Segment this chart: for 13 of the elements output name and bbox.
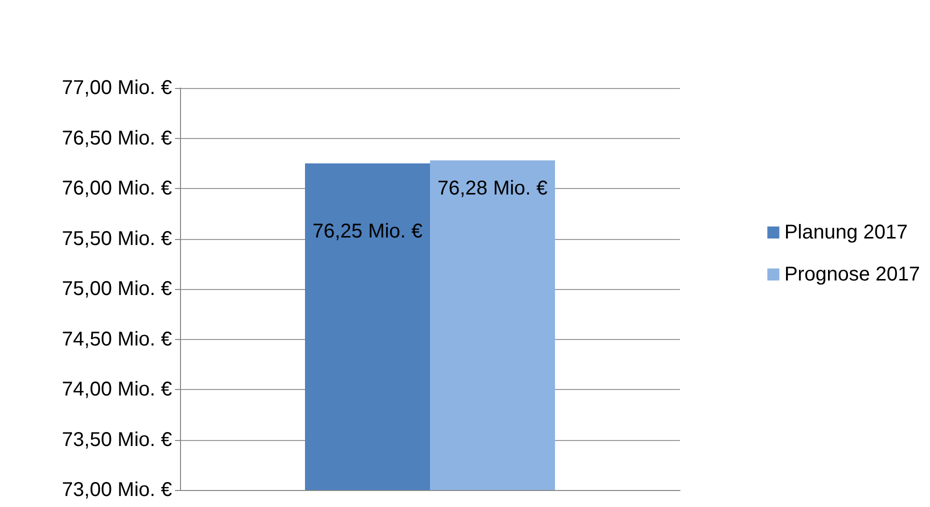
y-tick-label: 74,50 Mio. € [62, 328, 172, 350]
y-tick-label: 74,00 Mio. € [62, 378, 172, 400]
y-tick-label: 73,00 Mio. € [62, 479, 172, 501]
y-tick-label: 75,00 Mio. € [62, 278, 172, 300]
y-tick-label: 75,50 Mio. € [62, 228, 172, 250]
y-tick-label: 76,50 Mio. € [62, 127, 172, 150]
y-tick-label: 76,00 Mio. € [62, 178, 172, 200]
legend-label: Planung 2017 [784, 222, 908, 244]
y-tick-label: 73,50 Mio. € [62, 428, 172, 451]
legend-label: Prognose 2017 [784, 264, 920, 286]
data-label: 76,28 Mio. € [437, 177, 548, 200]
data-label: 76,25 Mio. € [312, 220, 423, 242]
y-tick-label: 77,00 Mio. € [62, 77, 172, 99]
